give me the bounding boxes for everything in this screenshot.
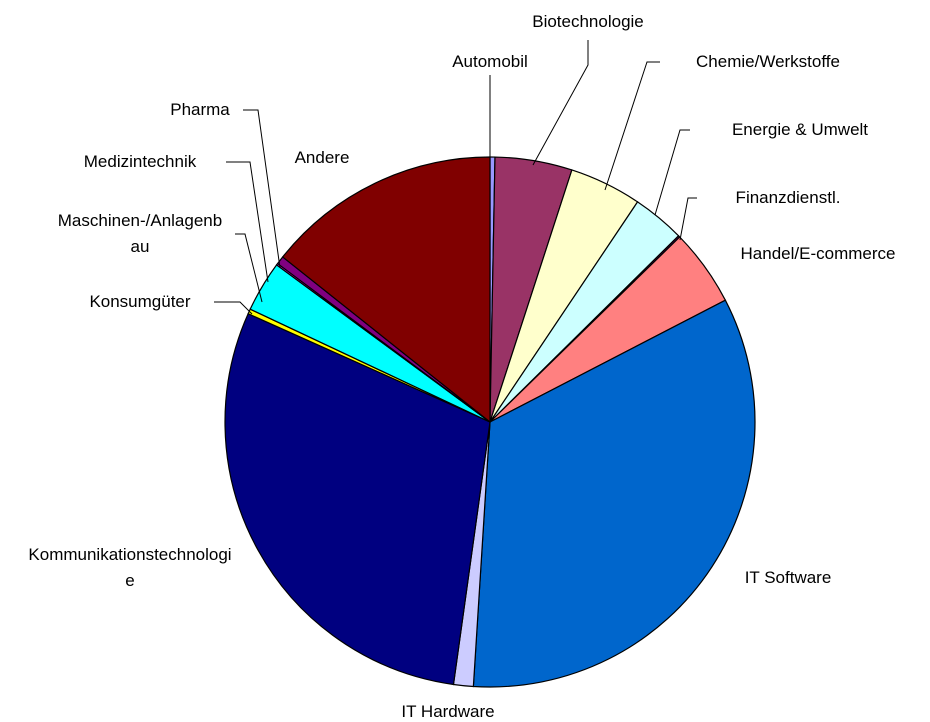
slice-label: IT Hardware xyxy=(401,702,495,721)
leader-line xyxy=(235,233,263,303)
slice-label: Konsumgüter xyxy=(89,292,191,311)
slice-label: Finanzdienstl. xyxy=(735,188,841,207)
slice-label: Handel/E-commerce xyxy=(740,244,896,263)
slice-label: Medizintechnik xyxy=(83,152,197,171)
slice-label: Pharma xyxy=(170,100,230,119)
slice-label: Maschinen-/Anlagenbau xyxy=(57,211,223,256)
leader-line xyxy=(214,301,253,315)
leader-line xyxy=(226,161,269,283)
slice-label: IT Software xyxy=(744,568,832,587)
leader-line xyxy=(679,197,697,241)
slice xyxy=(224,312,491,686)
slice-label: Kommunikationstechnologie xyxy=(28,545,232,590)
slice xyxy=(281,156,491,424)
leader-line xyxy=(604,61,660,191)
leader-line xyxy=(532,40,589,166)
slice-label: Chemie/Werkstoffe xyxy=(696,52,840,71)
slice-label: Andere xyxy=(294,148,350,167)
leader-line xyxy=(654,129,690,216)
slice-label: Energie & Umwelt xyxy=(731,120,869,139)
slices xyxy=(224,156,756,688)
slice-label: Biotechnologie xyxy=(532,12,644,31)
slice xyxy=(472,299,756,688)
leader-line xyxy=(243,109,281,269)
slice-label: Automobil xyxy=(452,52,528,71)
